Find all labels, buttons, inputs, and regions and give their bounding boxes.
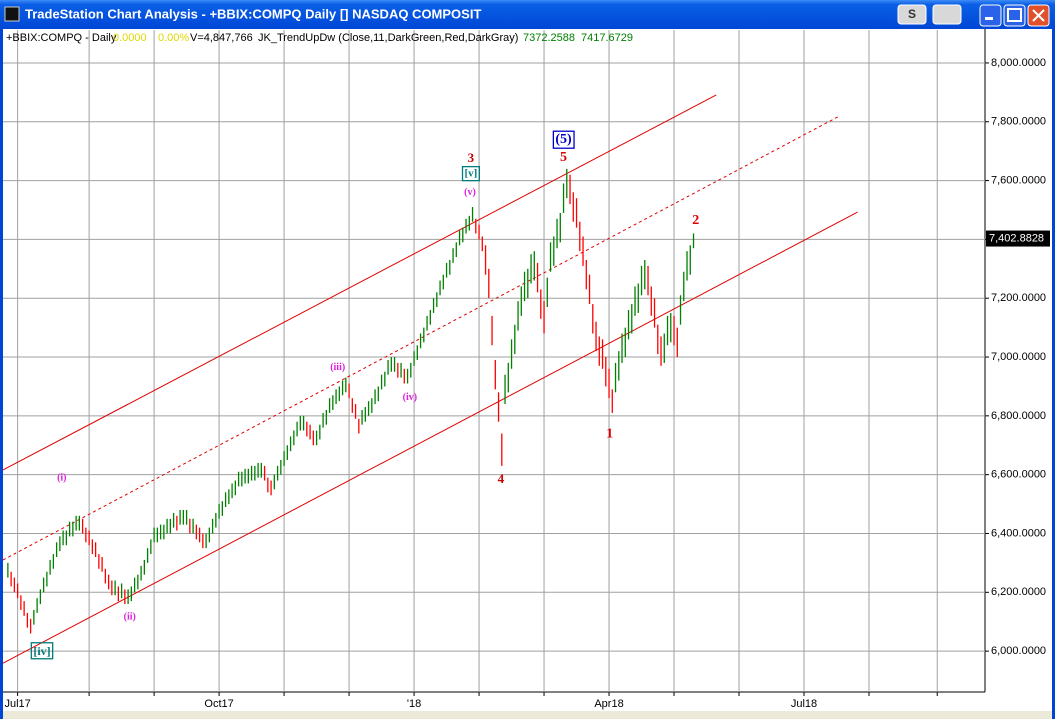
channel-line <box>2 115 840 561</box>
chart-area <box>3 29 1052 716</box>
maximize-icon <box>1007 8 1022 22</box>
wave-label: [v] <box>465 168 478 180</box>
close-icon <box>1032 9 1045 22</box>
wave-label: (i) <box>57 472 66 483</box>
last-price-tag <box>986 230 1050 247</box>
wave-label-box <box>461 165 480 182</box>
y-tick-label: 6,200.0000 <box>991 586 1046 598</box>
x-tick-label: Jul17 <box>4 698 30 710</box>
y-tick-label: 6,400.0000 <box>991 527 1046 539</box>
legend-value: 7417.6729 <box>581 32 633 44</box>
channel-line <box>2 211 858 664</box>
legend-volume: V=4,847,766 <box>190 32 253 44</box>
legend-change: 0.0000 <box>113 32 147 44</box>
menu-button[interactable] <box>932 4 962 25</box>
x-tick-label: Oct17 <box>204 698 233 710</box>
x-tick-label: Apr18 <box>594 698 623 710</box>
wave-label: 5 <box>560 150 567 165</box>
legend-line: +BBIX:COMPQ - Daily 0.0000 0.00% V=4,847… <box>6 32 633 44</box>
legend-percent: 0.00% <box>158 32 189 44</box>
wave-label: (ii) <box>124 611 136 622</box>
minimize-icon <box>985 17 993 20</box>
window-title: TradeStation Chart Analysis - +BBIX:COMP… <box>25 6 481 21</box>
y-tick-label: 7,800.0000 <box>991 116 1046 128</box>
legend-indicator: JK_TrendUpDw (Close,11,DarkGreen,Red,Dar… <box>258 32 518 44</box>
legend-value: 7372.2588 <box>523 32 575 44</box>
x-tick-label: Jul18 <box>791 698 817 710</box>
wave-label: 2 <box>692 213 699 228</box>
wave-label-box <box>552 130 575 149</box>
y-tick-label: 7,000.0000 <box>991 351 1046 363</box>
app-icon <box>4 6 20 22</box>
y-tick-label: 6,800.0000 <box>991 410 1046 422</box>
x-tick-label: '18 <box>407 698 421 710</box>
y-tick-label: 6,600.0000 <box>991 469 1046 481</box>
wave-label-box <box>30 642 54 660</box>
channel-line <box>2 94 717 471</box>
legend-symbol: +BBIX:COMPQ - Daily <box>6 32 117 44</box>
plot: 6,000.0000 6,200.0000 6,400.0000 6,600.0000… <box>2 30 1050 710</box>
y-tick-label: 8,000.0000 <box>991 57 1046 69</box>
wave-label: 3 <box>468 150 475 165</box>
wave-label: (5) <box>555 132 572 147</box>
minimize-button[interactable] <box>979 4 1002 27</box>
scrollbar[interactable] <box>3 711 1052 719</box>
y-tick-label: 7,200.0000 <box>991 292 1046 304</box>
wave-label: (v) <box>464 187 476 198</box>
wave-label: 1 <box>606 426 613 441</box>
y-tick-label: 6,000.0000 <box>991 645 1046 657</box>
wave-label: (iii) <box>330 362 345 373</box>
wave-label: 4 <box>498 471 505 486</box>
symbol-button[interactable] <box>897 4 927 25</box>
symbol-button-label: S <box>908 7 916 21</box>
wave-label: (iv) <box>403 392 417 403</box>
y-tick-label: 7,600.0000 <box>991 174 1046 186</box>
title-bar <box>0 0 1055 29</box>
last-price-label: 7,402.8828 <box>989 232 1044 244</box>
wave-label: [iv] <box>33 644 50 658</box>
